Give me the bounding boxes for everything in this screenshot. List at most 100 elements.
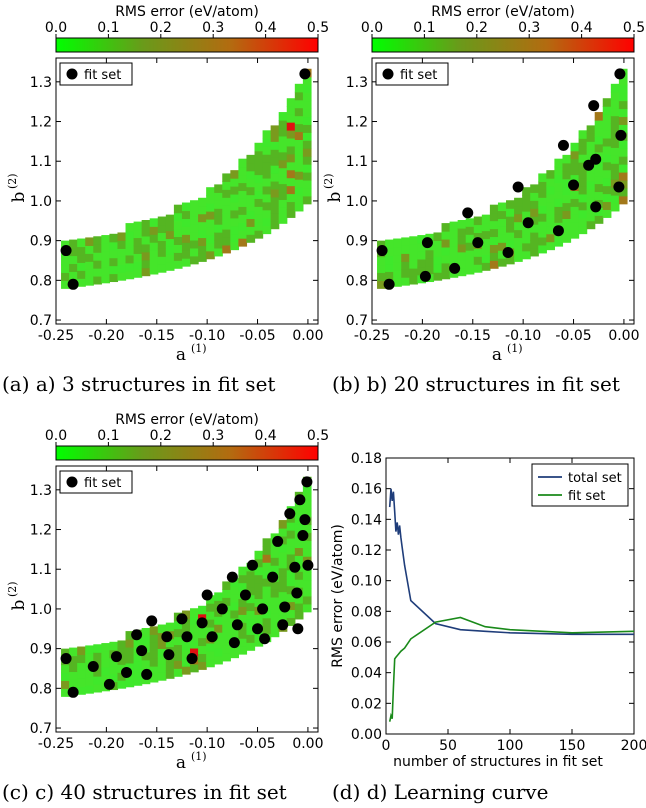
y-tick-label: 0.7	[30, 721, 52, 737]
heatmap-cell	[610, 163, 620, 172]
heatmap-cell	[554, 214, 564, 223]
heatmap-cell	[286, 137, 296, 147]
heatmap-cell	[109, 257, 119, 267]
heatmap-cell	[294, 523, 304, 533]
heatmap-cell	[294, 91, 304, 101]
heatmap-cell	[489, 220, 499, 230]
heatmap-cell	[294, 507, 304, 517]
heatmap-cell	[198, 661, 207, 670]
heatmap-cell	[481, 246, 491, 255]
heatmap-cell	[149, 226, 159, 235]
legend-label: fit set	[400, 68, 437, 83]
heatmap-cell	[270, 620, 280, 630]
heatmap-cell	[302, 587, 312, 597]
plot-frame	[55, 465, 319, 733]
heatmap-cell	[449, 221, 459, 231]
heatmap-cell	[101, 266, 111, 276]
heatmap-cells	[61, 68, 312, 289]
colorbar-tick-label: 0.2	[466, 20, 488, 36]
heatmap-cell	[238, 158, 248, 168]
heatmap-cell	[262, 170, 272, 179]
heatmap-cell	[85, 669, 94, 678]
heatmap-cell	[586, 125, 596, 134]
heatmap-cell	[578, 201, 588, 211]
heatmap-cell	[409, 260, 418, 269]
heatmap-cell	[457, 227, 467, 237]
heatmap-cell	[238, 598, 248, 607]
heatmap-cell	[77, 278, 86, 287]
heatmap-cell	[457, 267, 467, 277]
heatmap-cell	[546, 217, 555, 227]
heatmap-cell	[230, 586, 239, 595]
heatmap-cell	[173, 620, 183, 630]
x-axis-label-sup: (1)	[191, 342, 207, 355]
heatmap-cell	[538, 197, 547, 206]
heatmap-cell	[157, 640, 167, 649]
heatmap-cell	[465, 265, 475, 275]
fit-point	[67, 686, 79, 698]
heatmap-cell	[481, 214, 491, 224]
heatmap-cell	[61, 688, 70, 697]
heatmap-cells	[61, 476, 312, 697]
heatmap-cell	[618, 171, 628, 181]
x-tick-label: -0.15	[139, 328, 175, 344]
x-axis-label-sup: (1)	[507, 342, 523, 355]
colorbar-tick-label: 0.4	[254, 428, 276, 444]
heatmap-cell	[214, 200, 223, 209]
heatmap-cell	[181, 642, 191, 651]
fit-point	[228, 637, 240, 649]
fit-point	[141, 668, 153, 680]
heatmap-cell	[125, 646, 135, 656]
heatmap-cell	[69, 655, 78, 665]
heatmap-cell	[514, 229, 523, 239]
heatmap-cell	[238, 222, 248, 231]
x-tick-label: -0.25	[38, 736, 74, 752]
heatmap-cell	[141, 251, 151, 261]
heatmap-cell	[489, 228, 499, 238]
heatmap-cell	[93, 668, 102, 677]
heatmap-cell	[246, 218, 256, 227]
fit-point	[590, 201, 602, 213]
heatmap-cell	[190, 663, 199, 673]
y-tick-label: 0.8	[346, 273, 368, 289]
colorbar-tick-label: 0.3	[202, 428, 224, 444]
heatmap-cell	[618, 156, 628, 165]
heatmap-cell	[206, 658, 215, 668]
colorbar-tick-label: 0.1	[413, 20, 435, 36]
heatmap-cell	[69, 255, 78, 265]
heatmap-cell	[278, 135, 288, 145]
heatmap-cell	[578, 225, 588, 235]
heatmap-cell	[425, 249, 435, 259]
heatmap-cell	[294, 571, 304, 580]
heatmap-cell	[230, 233, 239, 243]
heatmap-cell	[190, 216, 199, 225]
heatmap-cell	[222, 173, 231, 182]
heatmap-cell	[246, 226, 256, 235]
heatmap-cell	[417, 250, 427, 260]
heatmap-cell	[190, 239, 199, 249]
y-axis-label: RMS error (eV/atom)	[330, 524, 346, 668]
heatmap-cell	[230, 193, 239, 203]
y-tick-label: 0.8	[30, 273, 52, 289]
heatmap-cell	[109, 249, 119, 259]
colorbar-tick-label: 0.2	[150, 20, 172, 36]
fit-point	[284, 508, 296, 520]
heatmap-cell	[441, 238, 451, 248]
heatmap-cell	[578, 177, 588, 187]
heatmap-cell	[618, 195, 628, 205]
heatmap-cell	[610, 202, 620, 212]
heatmap-cell	[198, 205, 207, 215]
heatmap-cell	[173, 628, 183, 638]
heatmap-cell	[93, 683, 102, 693]
heatmap-cell	[286, 553, 296, 563]
heatmap-cell	[514, 221, 523, 231]
heatmap-cell	[141, 267, 151, 277]
heatmap-cell	[594, 191, 604, 201]
heatmap-cell	[133, 237, 143, 247]
heatmap-cell	[262, 193, 272, 203]
heatmap-cell	[530, 224, 539, 233]
heatmap-cell	[214, 239, 223, 249]
fit-point	[419, 270, 431, 282]
heatmap-cell	[302, 171, 312, 181]
